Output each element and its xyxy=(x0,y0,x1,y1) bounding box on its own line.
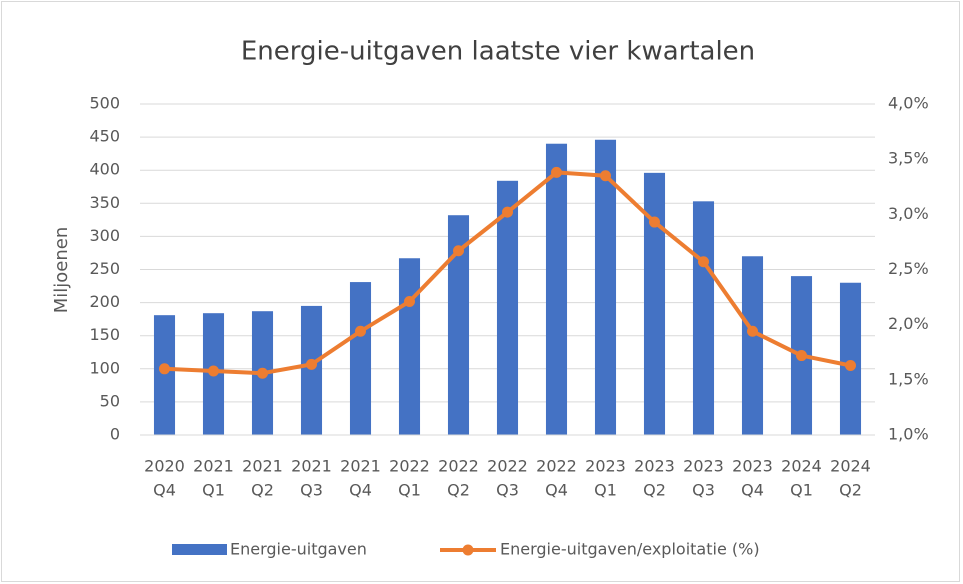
x-tick-label: Q4 xyxy=(741,481,764,500)
bar xyxy=(496,180,519,435)
chart-title: Energie-uitgaven laatste vier kwartalen xyxy=(241,37,755,67)
y-tick-label: 450 xyxy=(89,127,120,146)
x-tick-label: Q2 xyxy=(643,481,666,500)
bar xyxy=(545,143,568,435)
y2-tick-label: 2,5% xyxy=(888,259,929,278)
line-marker xyxy=(257,367,268,379)
x-tick-label: Q2 xyxy=(839,481,862,500)
x-tick-label: Q3 xyxy=(300,481,323,500)
y-tick-label: 200 xyxy=(89,292,120,311)
x-tick-label: 2023 xyxy=(634,457,675,476)
line-marker xyxy=(649,216,660,228)
bar xyxy=(153,315,176,435)
line-marker xyxy=(747,325,758,337)
y-tick-label: 500 xyxy=(89,94,120,113)
y2-tick-label: 1,0% xyxy=(888,425,929,444)
x-tick-label: 2020 xyxy=(144,457,185,476)
line-marker xyxy=(355,325,366,337)
y2-tick-label: 1,5% xyxy=(888,369,929,388)
bar xyxy=(447,215,470,435)
legend-swatch xyxy=(172,544,227,555)
bar xyxy=(594,139,617,436)
x-tick-label: 2023 xyxy=(585,457,626,476)
x-tick-label: 2021 xyxy=(291,457,332,476)
y-tick-label: 100 xyxy=(89,358,120,377)
x-tick-label: 2022 xyxy=(536,457,577,476)
y2-tick-label: 3,0% xyxy=(888,204,929,223)
line-marker xyxy=(698,256,709,268)
legend-label: Energie-uitgaven xyxy=(230,540,367,559)
y-tick-label: 50 xyxy=(100,391,120,410)
bar xyxy=(839,282,862,435)
bar xyxy=(300,305,323,435)
line-marker xyxy=(453,245,464,257)
bar xyxy=(398,258,421,435)
x-tick-label: Q3 xyxy=(496,481,519,500)
x-tick-label: 2021 xyxy=(340,457,381,476)
line-marker xyxy=(208,365,219,377)
y-tick-label: 150 xyxy=(89,325,120,344)
x-tick-label: 2024 xyxy=(830,457,871,476)
x-tick-label: Q1 xyxy=(202,481,225,500)
x-tick-label: Q4 xyxy=(153,481,176,500)
y-tick-label: 250 xyxy=(89,259,120,278)
bar xyxy=(643,172,666,435)
x-tick-label: Q3 xyxy=(692,481,715,500)
x-tick-label: 2022 xyxy=(487,457,528,476)
y-axis-label: Miljoenen xyxy=(51,227,72,314)
y-tick-label: 0 xyxy=(110,425,120,444)
y-tick-label: 350 xyxy=(89,193,120,212)
bar xyxy=(741,256,764,435)
x-tick-label: Q1 xyxy=(790,481,813,500)
line-marker xyxy=(600,170,611,182)
legend-label: Energie-uitgaven/exploitatie (%) xyxy=(500,540,760,559)
x-tick-label: Q2 xyxy=(251,481,274,500)
y2-tick-label: 2,0% xyxy=(888,314,929,333)
x-tick-label: Q1 xyxy=(594,481,617,500)
x-tick-label: 2022 xyxy=(438,457,479,476)
x-tick-label: Q4 xyxy=(545,481,568,500)
y-tick-label: 400 xyxy=(89,160,120,179)
x-tick-label: 2023 xyxy=(683,457,724,476)
x-tick-label: Q2 xyxy=(447,481,470,500)
y2-tick-label: 4,0% xyxy=(888,94,929,113)
x-tick-label: 2022 xyxy=(389,457,430,476)
bar xyxy=(692,201,715,435)
line-marker xyxy=(551,166,562,178)
legend-marker xyxy=(462,544,474,556)
line-marker xyxy=(159,363,170,375)
x-tick-label: 2023 xyxy=(732,457,773,476)
x-tick-label: Q4 xyxy=(349,481,372,500)
line-marker xyxy=(796,350,807,362)
x-tick-label: 2021 xyxy=(193,457,234,476)
line-marker xyxy=(845,359,856,371)
x-tick-label: Q1 xyxy=(398,481,421,500)
x-tick-label: 2024 xyxy=(781,457,822,476)
y2-tick-label: 3,5% xyxy=(888,149,929,168)
x-tick-label: 2021 xyxy=(242,457,283,476)
line-marker xyxy=(306,358,317,370)
y-tick-label: 300 xyxy=(89,226,120,245)
line-marker xyxy=(502,206,513,218)
bar xyxy=(349,282,372,435)
line-marker xyxy=(404,295,415,307)
